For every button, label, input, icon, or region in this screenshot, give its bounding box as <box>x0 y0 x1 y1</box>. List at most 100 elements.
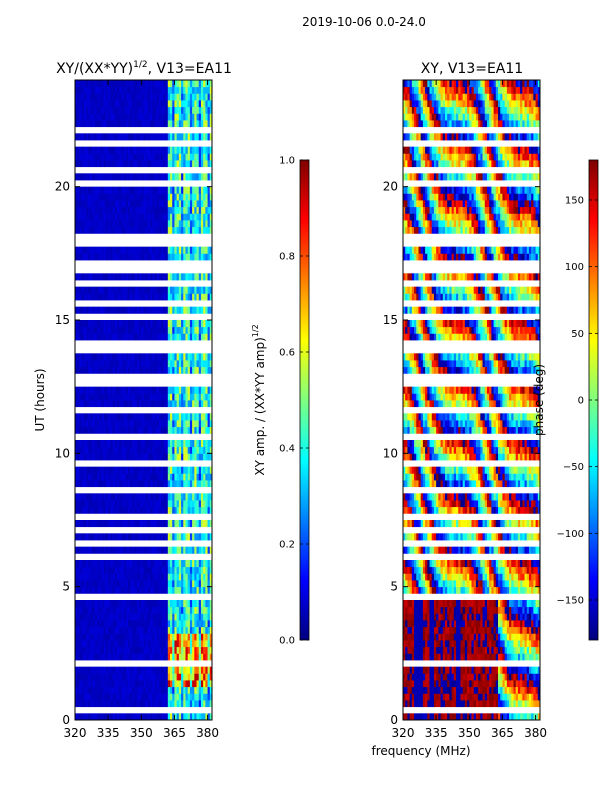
amp-cell <box>203 606 206 614</box>
amp-cell <box>174 473 178 481</box>
amp-cell <box>110 653 113 661</box>
amp-cell <box>110 673 113 681</box>
amp-cell <box>83 320 87 328</box>
amp-cell <box>183 420 186 428</box>
amp-cell <box>181 606 184 614</box>
amp-cell <box>192 566 195 574</box>
amp-cell <box>99 586 102 594</box>
amp-cell <box>108 626 111 634</box>
amp-cell <box>79 613 83 621</box>
amp-cell <box>194 673 197 681</box>
amp-cell <box>81 220 85 228</box>
amp-cell <box>158 393 162 401</box>
amp-cell <box>77 693 80 701</box>
amp-cell <box>165 680 169 688</box>
amp-cell <box>79 693 83 701</box>
amp-cell <box>192 440 195 448</box>
amp-cell <box>189 520 193 528</box>
amp-cell <box>194 566 197 574</box>
amp-cell <box>145 386 149 394</box>
amp-cell <box>75 286 78 294</box>
amp-cell <box>130 713 133 721</box>
amp-cell <box>187 600 191 608</box>
amp-cell <box>196 560 200 568</box>
amp-cell <box>110 306 113 314</box>
amp-cell <box>86 653 89 661</box>
amp-cell <box>97 440 100 448</box>
amp-cell <box>192 333 195 341</box>
amp-cell <box>189 393 193 401</box>
amp-cell <box>114 453 118 461</box>
amp-cell <box>108 680 111 688</box>
amp-cell <box>108 386 111 394</box>
amp-cell <box>108 573 111 581</box>
amp-cell <box>92 200 96 208</box>
amp-cell <box>145 453 149 461</box>
amp-cell <box>88 613 91 621</box>
amp-cell <box>108 580 111 588</box>
amp-cell <box>121 400 125 408</box>
amp-cell <box>176 680 180 688</box>
amp-cell <box>112 580 116 588</box>
amp-cell <box>176 673 180 681</box>
amp-cell <box>99 546 102 554</box>
amp-cell <box>165 480 169 488</box>
amp-cell <box>176 586 180 594</box>
amp-cell <box>154 326 158 334</box>
amp-cell <box>123 220 127 228</box>
amp-cell <box>205 573 208 581</box>
amp-cell <box>152 480 155 488</box>
amp-cell <box>156 700 160 708</box>
amp-cell <box>165 446 169 454</box>
amp-cell <box>130 626 133 634</box>
amp-cell <box>77 320 80 328</box>
amp-cell <box>205 620 208 628</box>
amp-cell <box>174 646 178 654</box>
amp-cell <box>145 466 149 474</box>
amp-cell <box>185 413 189 421</box>
amp-cell <box>150 666 153 674</box>
amp-cell <box>110 226 113 234</box>
amp-cell <box>145 393 149 401</box>
amp-cell <box>152 360 155 368</box>
amp-cell <box>209 673 213 681</box>
amp-cell <box>165 686 169 694</box>
amp-cell <box>105 413 109 421</box>
amp-cell <box>181 673 184 681</box>
amp-cell <box>143 246 147 254</box>
amp-cell <box>123 326 127 334</box>
amp-cell <box>194 493 197 501</box>
amp-cell <box>94 566 98 574</box>
amp-cell <box>88 333 91 341</box>
amp-cell <box>174 393 178 401</box>
amp-cell <box>97 246 100 254</box>
amp-cell <box>97 466 100 474</box>
amp-cell <box>99 633 102 641</box>
amp-cell <box>150 673 153 681</box>
amp-cell <box>158 440 162 448</box>
amp-cell <box>130 440 133 448</box>
amp-cell <box>143 333 147 341</box>
amp-cell <box>92 440 96 448</box>
amp-cell <box>110 560 113 568</box>
amp-cell <box>200 573 204 581</box>
amp-cell <box>209 606 213 614</box>
amp-cell <box>79 686 83 694</box>
amp-cell <box>86 220 89 228</box>
amp-cell <box>161 626 164 634</box>
amp-cell <box>125 286 129 294</box>
amp-cell <box>121 426 125 434</box>
amp-cell <box>163 500 166 508</box>
amp-cell <box>123 473 127 481</box>
amp-cell <box>163 393 166 401</box>
amp-cell <box>185 493 189 501</box>
amp-cell <box>132 533 136 541</box>
amp-cell <box>152 686 155 694</box>
amp-cell <box>192 680 195 688</box>
amp-cell <box>170 440 173 448</box>
amp-cell <box>136 646 140 654</box>
amp-cell <box>209 353 213 361</box>
amp-cell <box>150 686 153 694</box>
amp-cell <box>207 306 211 314</box>
amp-cell <box>119 506 122 514</box>
